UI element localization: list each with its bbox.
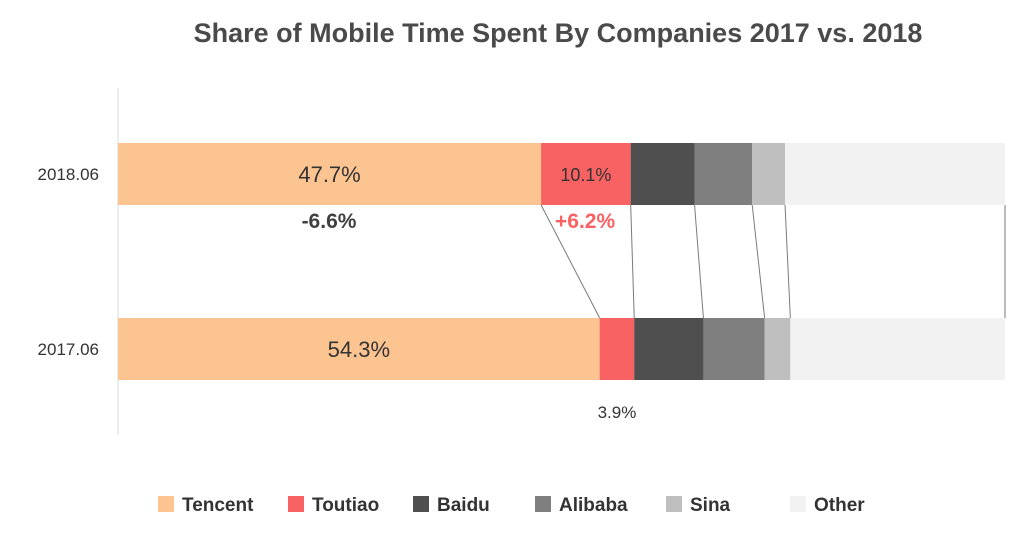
bar-baidu-2017-06 (634, 318, 704, 380)
y-tick-label: 2018.06 (38, 165, 99, 184)
legend-label-other: Other (814, 495, 865, 516)
data-label-tencent-2018: 47.7% (298, 162, 360, 187)
bar-alibaba-2018-06 (694, 143, 753, 205)
connector-line-tencent (540, 204, 601, 319)
connector-line-alibaba (751, 204, 766, 319)
data-label-tencent-2017: 54.3% (328, 337, 390, 362)
change-annotation-toutiao: +6.2% (555, 210, 615, 233)
bar-other-2017-06 (790, 318, 1005, 380)
bar-sina-2017-06 (764, 318, 791, 380)
legend-label-sina: Sina (690, 495, 731, 516)
bar-toutiao-2017-06 (599, 318, 635, 380)
legend-swatch-baidu (413, 496, 429, 512)
legend-label-alibaba: Alibaba (559, 495, 628, 516)
connector-line-baidu (694, 204, 704, 319)
bar-tencent-2017-06 (118, 318, 600, 380)
bar-other-2018-06 (785, 143, 1005, 205)
connector-line-toutiao (630, 204, 635, 319)
legend-label-toutiao: Toutiao (312, 495, 379, 516)
connector-line-sina (784, 204, 791, 319)
bar-alibaba-2017-06 (703, 318, 765, 380)
legend-swatch-other (790, 496, 806, 512)
bar-toutiao-2018-06 (541, 143, 631, 205)
legend-swatch-tencent (158, 496, 174, 512)
legend-swatch-alibaba (535, 496, 551, 512)
legend-label-baidu: Baidu (437, 495, 490, 516)
legend-label-tencent: Tencent (182, 495, 254, 516)
bar-tencent-2018-06 (118, 143, 542, 205)
data-label-toutiao-2018: 10.1% (560, 165, 611, 185)
legend-swatch-toutiao (288, 496, 304, 512)
data-label-toutiao-2017: 3.9% (598, 403, 637, 422)
change-annotation-tencent: -6.6% (302, 210, 357, 233)
chart-title: Share of Mobile Time Spent By Companies … (193, 18, 923, 48)
legend-swatch-sina (666, 496, 682, 512)
bar-sina-2018-06 (752, 143, 786, 205)
y-tick-label: 2017.06 (38, 340, 99, 359)
bar-baidu-2018-06 (630, 143, 695, 205)
